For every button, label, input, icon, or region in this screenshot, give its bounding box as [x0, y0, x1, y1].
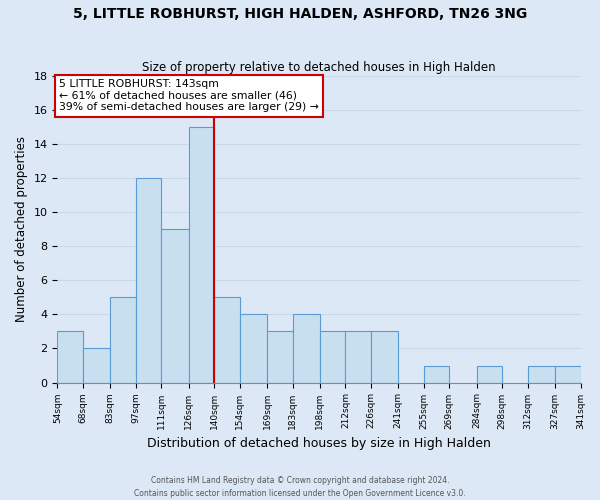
Title: Size of property relative to detached houses in High Halden: Size of property relative to detached ho…: [142, 62, 496, 74]
Bar: [83, 348, 110, 382]
Bar: [555, 366, 581, 382]
Bar: [267, 332, 293, 382]
Bar: [136, 178, 161, 382]
Bar: [58, 332, 83, 382]
Bar: [527, 366, 555, 382]
Bar: [239, 314, 267, 382]
X-axis label: Distribution of detached houses by size in High Halden: Distribution of detached houses by size …: [147, 437, 491, 450]
Bar: [424, 366, 449, 382]
Bar: [346, 332, 371, 382]
Bar: [371, 332, 398, 382]
Text: 5 LITTLE ROBHURST: 143sqm
← 61% of detached houses are smaller (46)
39% of semi-: 5 LITTLE ROBHURST: 143sqm ← 61% of detac…: [59, 79, 319, 112]
Text: 5, LITTLE ROBHURST, HIGH HALDEN, ASHFORD, TN26 3NG: 5, LITTLE ROBHURST, HIGH HALDEN, ASHFORD…: [73, 8, 527, 22]
Bar: [161, 229, 188, 382]
Bar: [293, 314, 320, 382]
Bar: [320, 332, 346, 382]
Text: Contains HM Land Registry data © Crown copyright and database right 2024.
Contai: Contains HM Land Registry data © Crown c…: [134, 476, 466, 498]
Y-axis label: Number of detached properties: Number of detached properties: [15, 136, 28, 322]
Bar: [188, 127, 214, 382]
Bar: [214, 298, 239, 382]
Bar: [110, 298, 136, 382]
Bar: [476, 366, 502, 382]
